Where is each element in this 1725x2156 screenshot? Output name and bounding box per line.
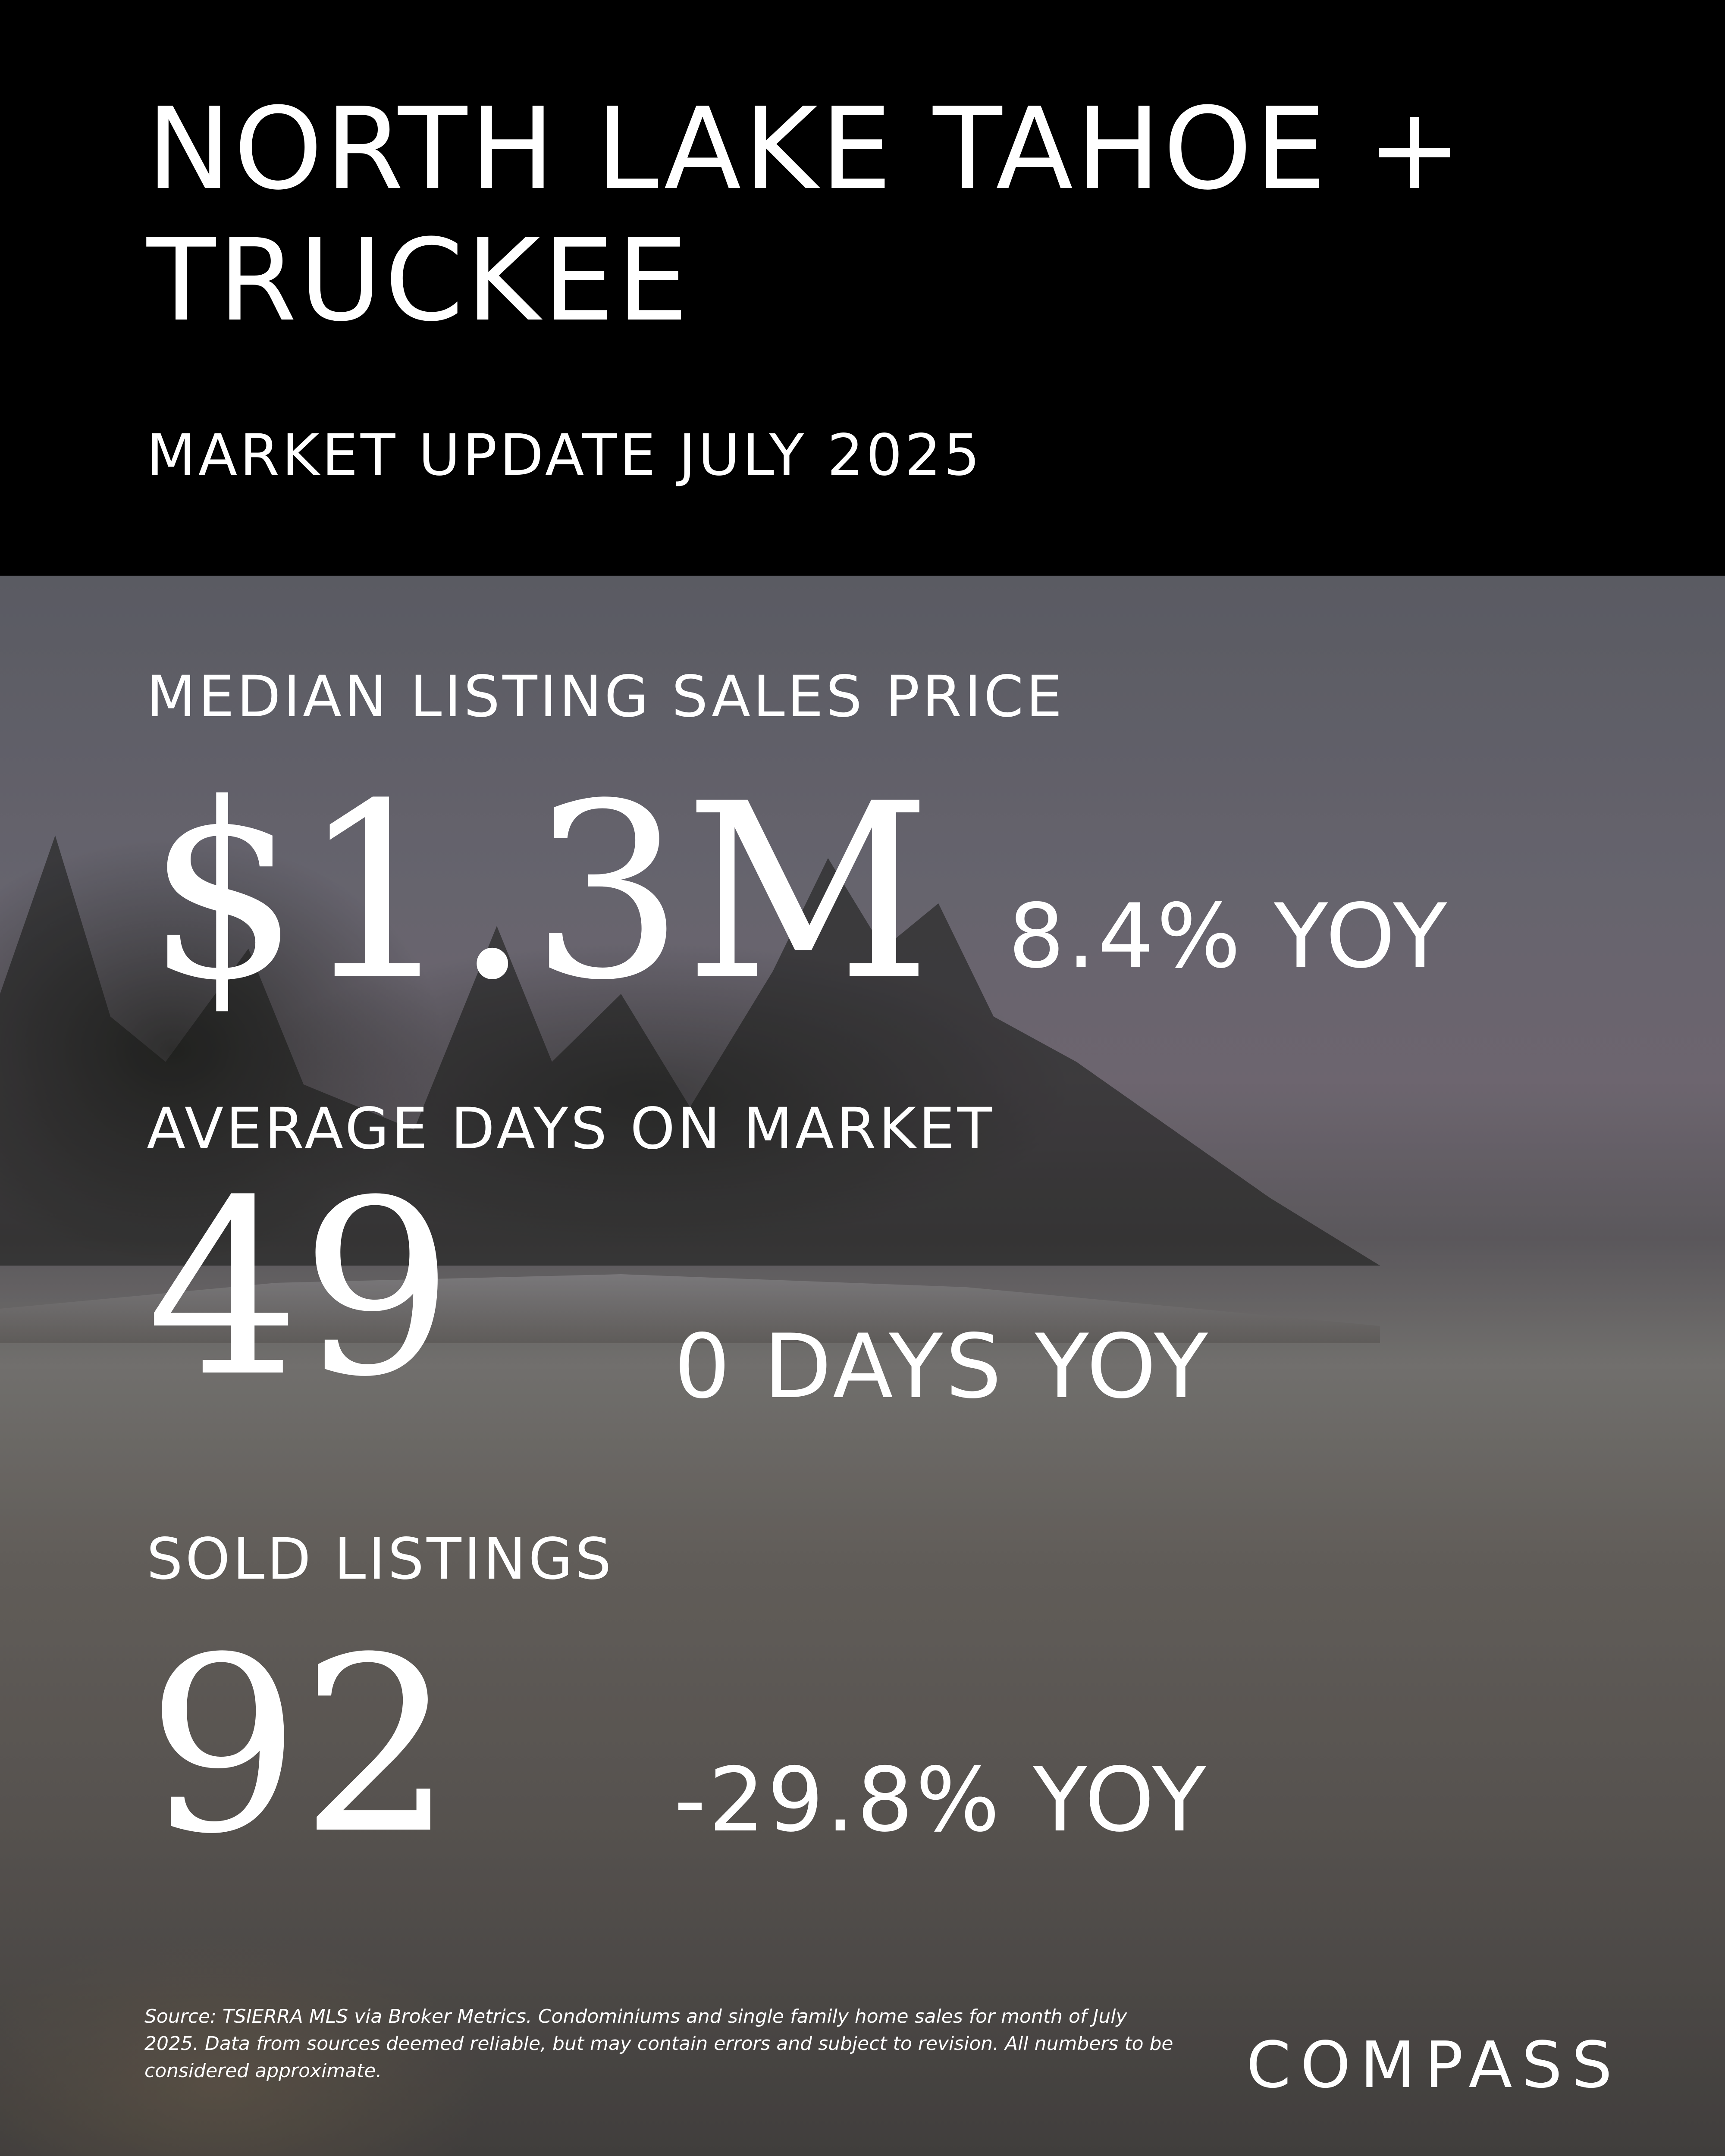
- stat-change-median-price: 8.4% YOY: [1008, 885, 1450, 988]
- page-subtitle: MARKET UPDATE JULY 2025: [147, 422, 983, 489]
- stat-value-median-price: $1.3M: [147, 752, 932, 1033]
- compass-logo: COMPASS: [1246, 2028, 1622, 2102]
- header-band: [0, 0, 1725, 576]
- stat-change-sold-listings: -29.8% YOY: [674, 1749, 1209, 1852]
- stat-label-median-price: MEDIAN LISTING SALES PRICE: [147, 664, 1065, 730]
- stat-label-days-on-market: AVERAGE DAYS ON MARKET: [147, 1096, 995, 1162]
- source-disclaimer: Source: TSIERRA MLS via Broker Metrics. …: [144, 2006, 1173, 2082]
- lake-tahoe-background-photo: [0, 576, 1725, 2156]
- stat-change-days-on-market: 0 DAYS YOY: [674, 1316, 1211, 1418]
- page-title-line2: TRUCKEE: [147, 215, 691, 346]
- photo-overlay: [0, 576, 1725, 2156]
- stat-label-sold-listings: SOLD LISTINGS: [147, 1526, 614, 1592]
- stat-value-days-on-market: 49: [147, 1149, 454, 1430]
- page-title-line1: NORTH LAKE TAHOE +: [147, 83, 1465, 215]
- stat-value-sold-listings: 92: [147, 1606, 454, 1887]
